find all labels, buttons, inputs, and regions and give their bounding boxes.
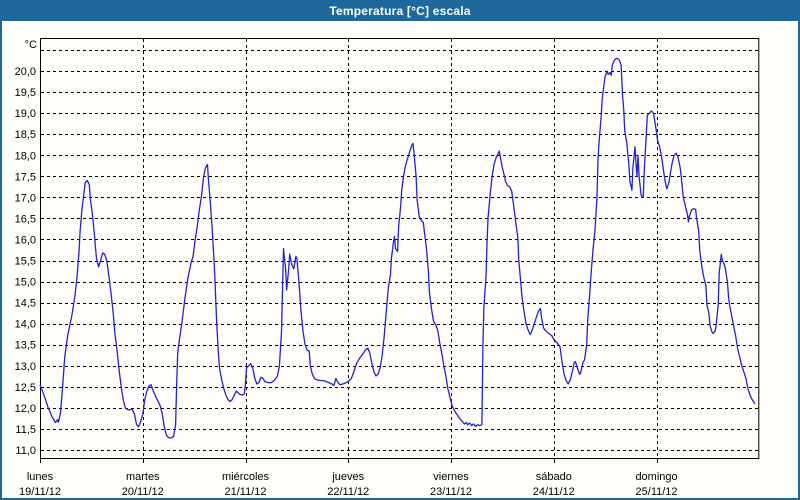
x-tick-day-label: domingo <box>635 471 677 483</box>
y-tick-label: 13,5 <box>15 340 36 352</box>
y-tick-label: 20,0 <box>15 66 36 78</box>
y-tick-label: 12,0 <box>15 403 36 415</box>
y-tick-label: 14,5 <box>15 298 36 310</box>
y-tick-label: 18,5 <box>15 129 36 141</box>
chart-background <box>2 21 798 498</box>
x-tick-day-label: martes <box>126 471 160 483</box>
x-tick-date-label: 21/11/12 <box>225 486 267 498</box>
y-tick-label: 18,0 <box>15 150 36 162</box>
y-tick-label: 13,0 <box>15 361 36 373</box>
x-tick-date-label: 23/11/12 <box>430 486 472 498</box>
x-tick-date-label: 19/11/12 <box>19 486 61 498</box>
x-tick-date-label: 20/11/12 <box>122 486 164 498</box>
y-tick-label: 19,5 <box>15 87 36 99</box>
y-tick-label: 16,5 <box>15 213 36 225</box>
y-tick-label: 15,0 <box>15 277 36 289</box>
y-tick-label: 15,5 <box>15 256 36 268</box>
x-tick-day-label: viernes <box>433 471 469 483</box>
y-tick-label: 14,0 <box>15 319 36 331</box>
window-title-bar: Temperatura [°C] escala <box>0 0 800 21</box>
x-tick-day-label: jueves <box>331 471 364 483</box>
window-title: Temperatura [°C] escala <box>329 3 471 18</box>
y-tick-label: 11,0 <box>15 445 36 457</box>
x-tick-day-label: lunes <box>27 471 54 483</box>
x-tick-date-label: 22/11/12 <box>327 486 369 498</box>
y-tick-label: 16,0 <box>15 234 36 246</box>
x-tick-date-label: 24/11/12 <box>533 486 575 498</box>
y-tick-label: 17,5 <box>15 171 36 183</box>
x-tick-day-label: miércoles <box>222 471 270 483</box>
y-axis-unit-label: °C <box>25 39 37 51</box>
x-tick-date-label: 25/11/12 <box>636 486 678 498</box>
plot-border <box>40 38 760 459</box>
temperature-series-line <box>39 57 756 439</box>
y-tick-label: 17,0 <box>15 192 36 204</box>
y-tick-label: 19,0 <box>15 108 36 120</box>
y-tick-label: 12,5 <box>15 382 36 394</box>
x-tick-day-label: sábado <box>536 471 572 483</box>
y-tick-label: 11,5 <box>15 424 36 436</box>
